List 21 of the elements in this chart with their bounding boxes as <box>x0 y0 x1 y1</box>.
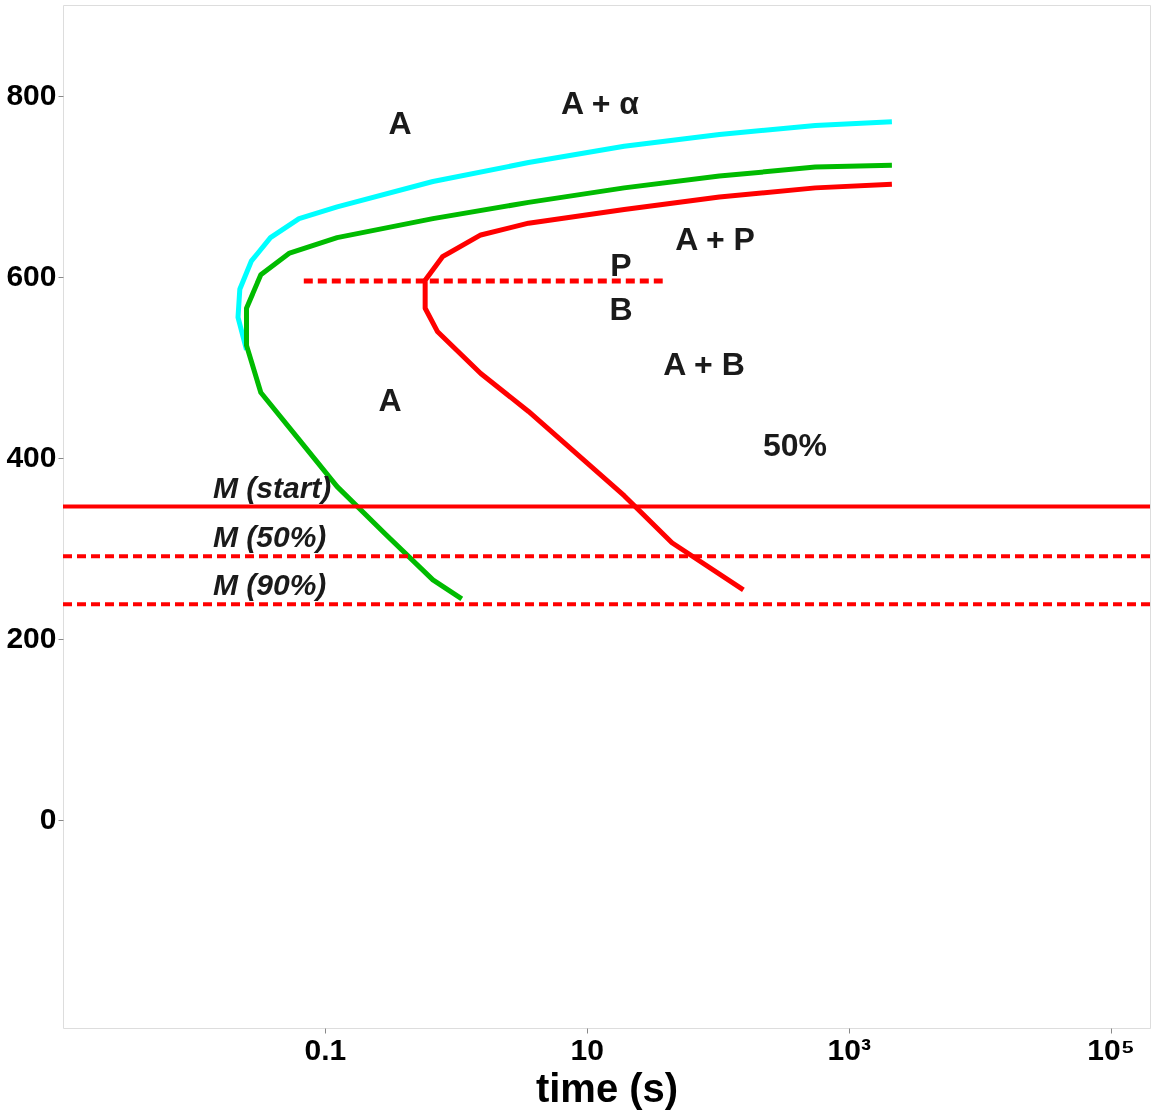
x-tick-label: 10 <box>570 1032 604 1066</box>
y-tick-label: 800 <box>6 78 57 112</box>
ref-line-label: M (50%) <box>213 520 327 554</box>
ref-line-label: M (90%) <box>213 568 327 602</box>
annotation: A + P <box>675 221 755 257</box>
annotation: A <box>388 105 412 141</box>
annotation: P <box>610 247 632 283</box>
ref-line-label: M (start) <box>213 470 332 504</box>
x-tick-label: 0.1 <box>304 1032 347 1066</box>
annotation: A + α <box>560 85 640 121</box>
x-axis-title: time (s) <box>535 1065 679 1110</box>
y-tick-label: 400 <box>6 440 57 474</box>
x-tick-label: 10³ <box>827 1032 871 1066</box>
y-tick-label: 200 <box>6 621 57 655</box>
x-tick-label: 10⁵ <box>1087 1032 1135 1066</box>
y-tick-label: 0 <box>39 802 57 836</box>
annotation: A <box>378 382 402 418</box>
y-tick-label: 600 <box>6 259 57 293</box>
annotation: B <box>609 291 633 327</box>
annotation: A + B <box>663 346 745 382</box>
annotation: 50% <box>762 427 828 463</box>
